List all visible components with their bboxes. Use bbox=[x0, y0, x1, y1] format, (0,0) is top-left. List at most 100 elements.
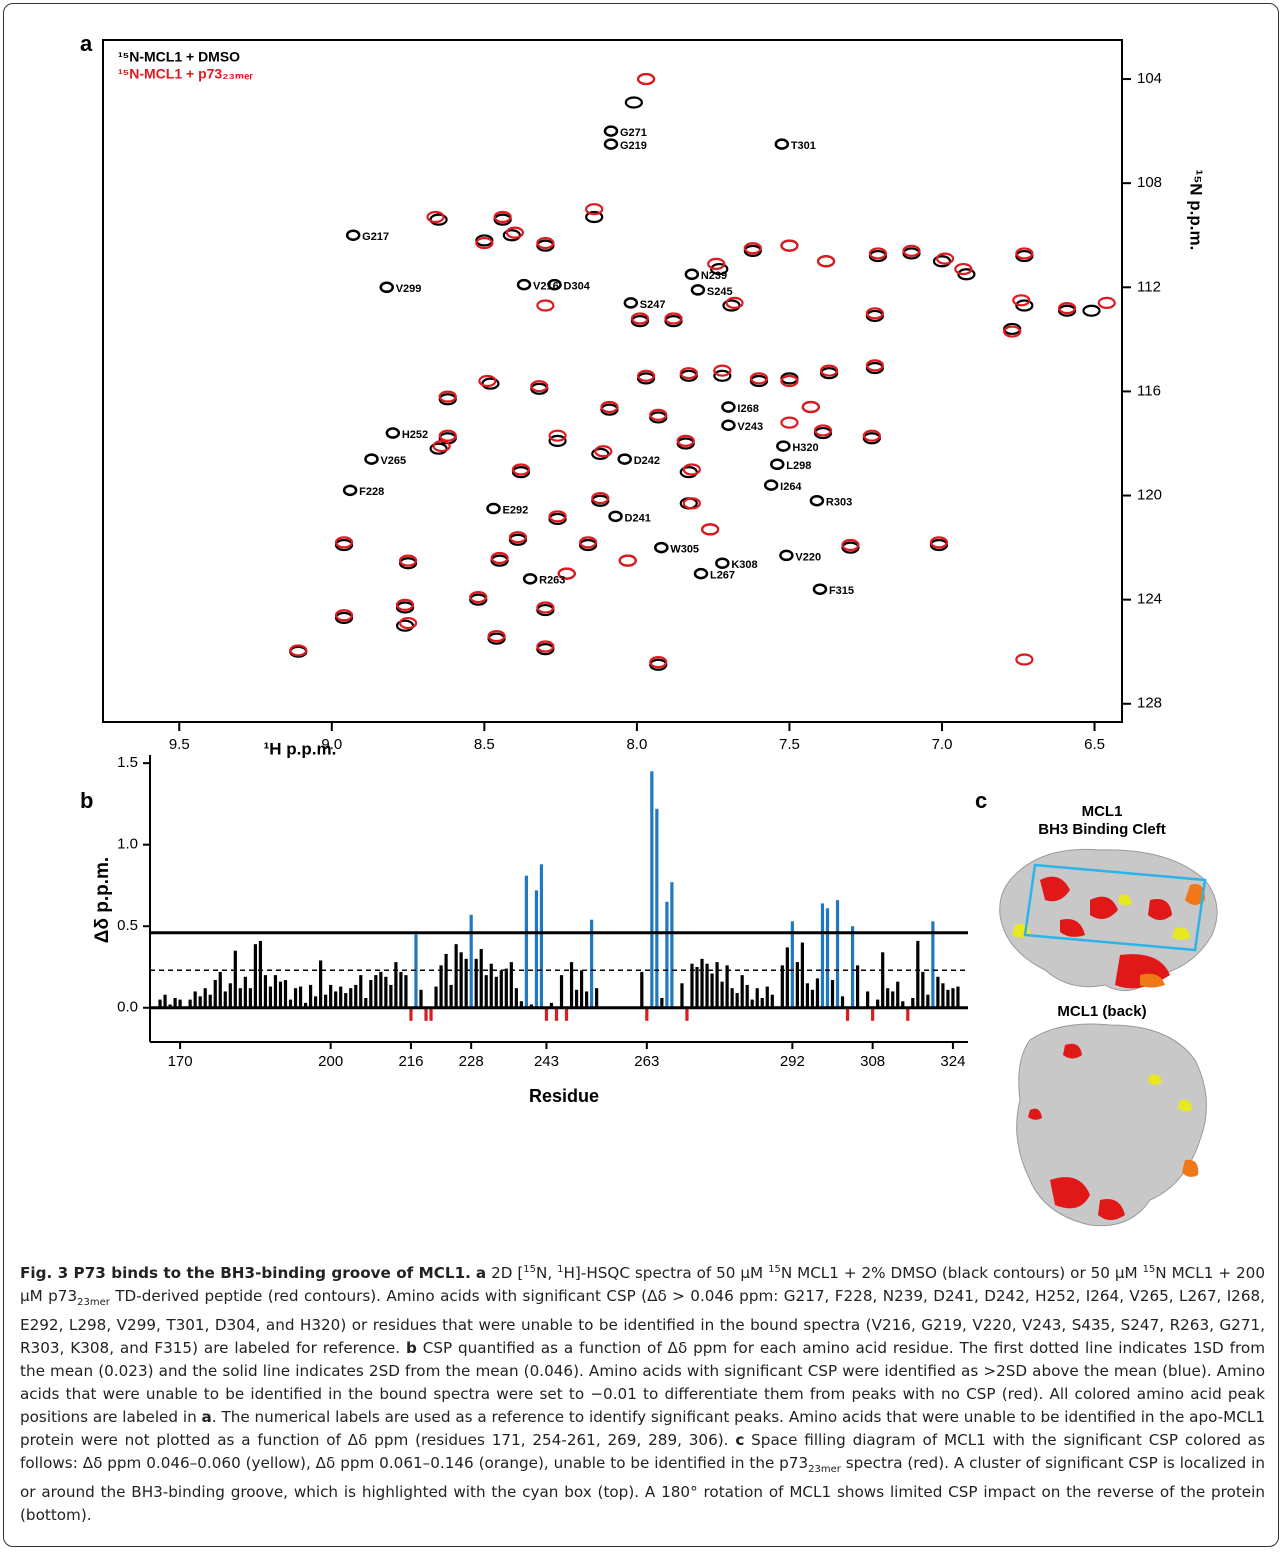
bar bbox=[298, 986, 303, 1008]
bar bbox=[795, 962, 799, 1008]
peak bbox=[429, 442, 448, 455]
peak bbox=[1015, 653, 1034, 666]
bar bbox=[238, 988, 242, 1008]
y-tick-label: 128 bbox=[1137, 695, 1162, 712]
peak-label: G219 bbox=[620, 140, 647, 152]
bar bbox=[544, 1007, 549, 1021]
x-tick-label: 292 bbox=[780, 1053, 805, 1070]
bar bbox=[178, 999, 182, 1008]
peak-label: N239 bbox=[701, 270, 727, 282]
labeled-peak bbox=[812, 583, 828, 595]
labeled-peak bbox=[776, 440, 791, 452]
peak bbox=[478, 374, 497, 388]
peak bbox=[743, 242, 762, 255]
caption-run: c bbox=[735, 1431, 745, 1450]
bar bbox=[881, 952, 885, 1008]
y-tick-label: 124 bbox=[1137, 591, 1162, 608]
bar bbox=[760, 997, 764, 1008]
caption-run: a bbox=[475, 1264, 487, 1283]
labeled-peak bbox=[603, 138, 619, 150]
peak bbox=[780, 374, 799, 388]
bar bbox=[504, 968, 508, 1008]
peak bbox=[487, 629, 506, 643]
caption-run: 15 bbox=[523, 1264, 537, 1275]
bar bbox=[223, 991, 227, 1008]
bar bbox=[670, 882, 674, 1008]
peak bbox=[548, 510, 567, 523]
peak bbox=[475, 236, 494, 250]
x-tick-label: 228 bbox=[459, 1053, 484, 1070]
labeled-peak bbox=[684, 268, 700, 281]
caption-run: Space filling diagram of MCL1 with the s… bbox=[20, 1431, 1266, 1473]
peak-label: W305 bbox=[670, 544, 699, 556]
bar bbox=[374, 975, 378, 1008]
x-tick-label: 324 bbox=[940, 1053, 965, 1070]
bar bbox=[484, 975, 488, 1008]
bar bbox=[956, 986, 960, 1008]
x-axis-label: ¹H p.p.m. bbox=[264, 739, 337, 758]
bar bbox=[499, 970, 503, 1008]
x-tick-label: 7.5 bbox=[779, 736, 800, 753]
peak bbox=[395, 619, 415, 632]
bar bbox=[569, 962, 574, 1008]
y-tick-label: 112 bbox=[1137, 278, 1161, 295]
y-tick-label: 0.5 bbox=[117, 917, 138, 934]
legend-entry: ¹⁵N-MCL1 + p73₂₃ₘₑᵣ bbox=[118, 66, 253, 82]
peak-label: G217 bbox=[362, 231, 389, 243]
bar bbox=[268, 986, 273, 1008]
peak bbox=[1015, 299, 1034, 312]
bar bbox=[243, 976, 247, 1008]
peak bbox=[1015, 247, 1034, 260]
figure: a b c MCL1 BH3 Binding Cleft MCL1 (back)… bbox=[80, 31, 1218, 1227]
caption-run: . The numerical labels are used as a ref… bbox=[20, 1408, 1265, 1450]
y-tick-label: 104 bbox=[1137, 70, 1162, 87]
bar bbox=[213, 980, 217, 1008]
peak bbox=[954, 262, 973, 276]
bar bbox=[840, 996, 845, 1008]
bar bbox=[188, 999, 192, 1008]
labeled-peak bbox=[547, 278, 562, 291]
peak-label: T301 bbox=[791, 140, 816, 152]
labeled-peak bbox=[779, 549, 794, 562]
bar bbox=[519, 1001, 523, 1008]
bar bbox=[459, 952, 463, 1008]
bar bbox=[554, 1007, 559, 1021]
bar bbox=[324, 994, 328, 1008]
peak-label: F228 bbox=[359, 486, 384, 498]
x-tick-label: 308 bbox=[860, 1053, 885, 1070]
bar bbox=[449, 984, 453, 1008]
peak bbox=[957, 268, 976, 281]
bar bbox=[534, 890, 539, 1008]
caption-run: 23mer bbox=[77, 1297, 110, 1309]
labeled-peak bbox=[342, 484, 358, 497]
caption-run: spectra (red). A cluster of significant … bbox=[20, 1454, 1265, 1525]
bar bbox=[278, 981, 283, 1008]
bar bbox=[479, 949, 483, 1008]
peak bbox=[713, 364, 732, 377]
peak bbox=[490, 551, 509, 565]
bar bbox=[700, 958, 704, 1008]
peak-label: H252 bbox=[402, 429, 428, 441]
bar bbox=[464, 958, 468, 1008]
bar bbox=[429, 1007, 433, 1021]
labeled-peak bbox=[693, 567, 709, 580]
bar bbox=[248, 988, 252, 1008]
peak bbox=[578, 536, 598, 549]
peak bbox=[334, 536, 354, 549]
peak bbox=[493, 210, 512, 224]
bar bbox=[319, 960, 323, 1008]
panel-label: b bbox=[80, 788, 93, 813]
caption-run: 15 bbox=[1142, 1264, 1156, 1275]
peak bbox=[600, 400, 619, 414]
peak bbox=[536, 236, 555, 250]
bar bbox=[886, 988, 890, 1008]
caption-run: 23mer bbox=[808, 1464, 841, 1476]
peak-label: V299 bbox=[396, 283, 422, 295]
peak bbox=[624, 96, 643, 109]
labeled-peak bbox=[769, 458, 785, 471]
x-tick-label: 200 bbox=[318, 1053, 343, 1070]
x-tick-label: 263 bbox=[634, 1053, 659, 1070]
bar bbox=[926, 994, 930, 1008]
bar bbox=[650, 771, 654, 1008]
peak bbox=[865, 307, 884, 320]
